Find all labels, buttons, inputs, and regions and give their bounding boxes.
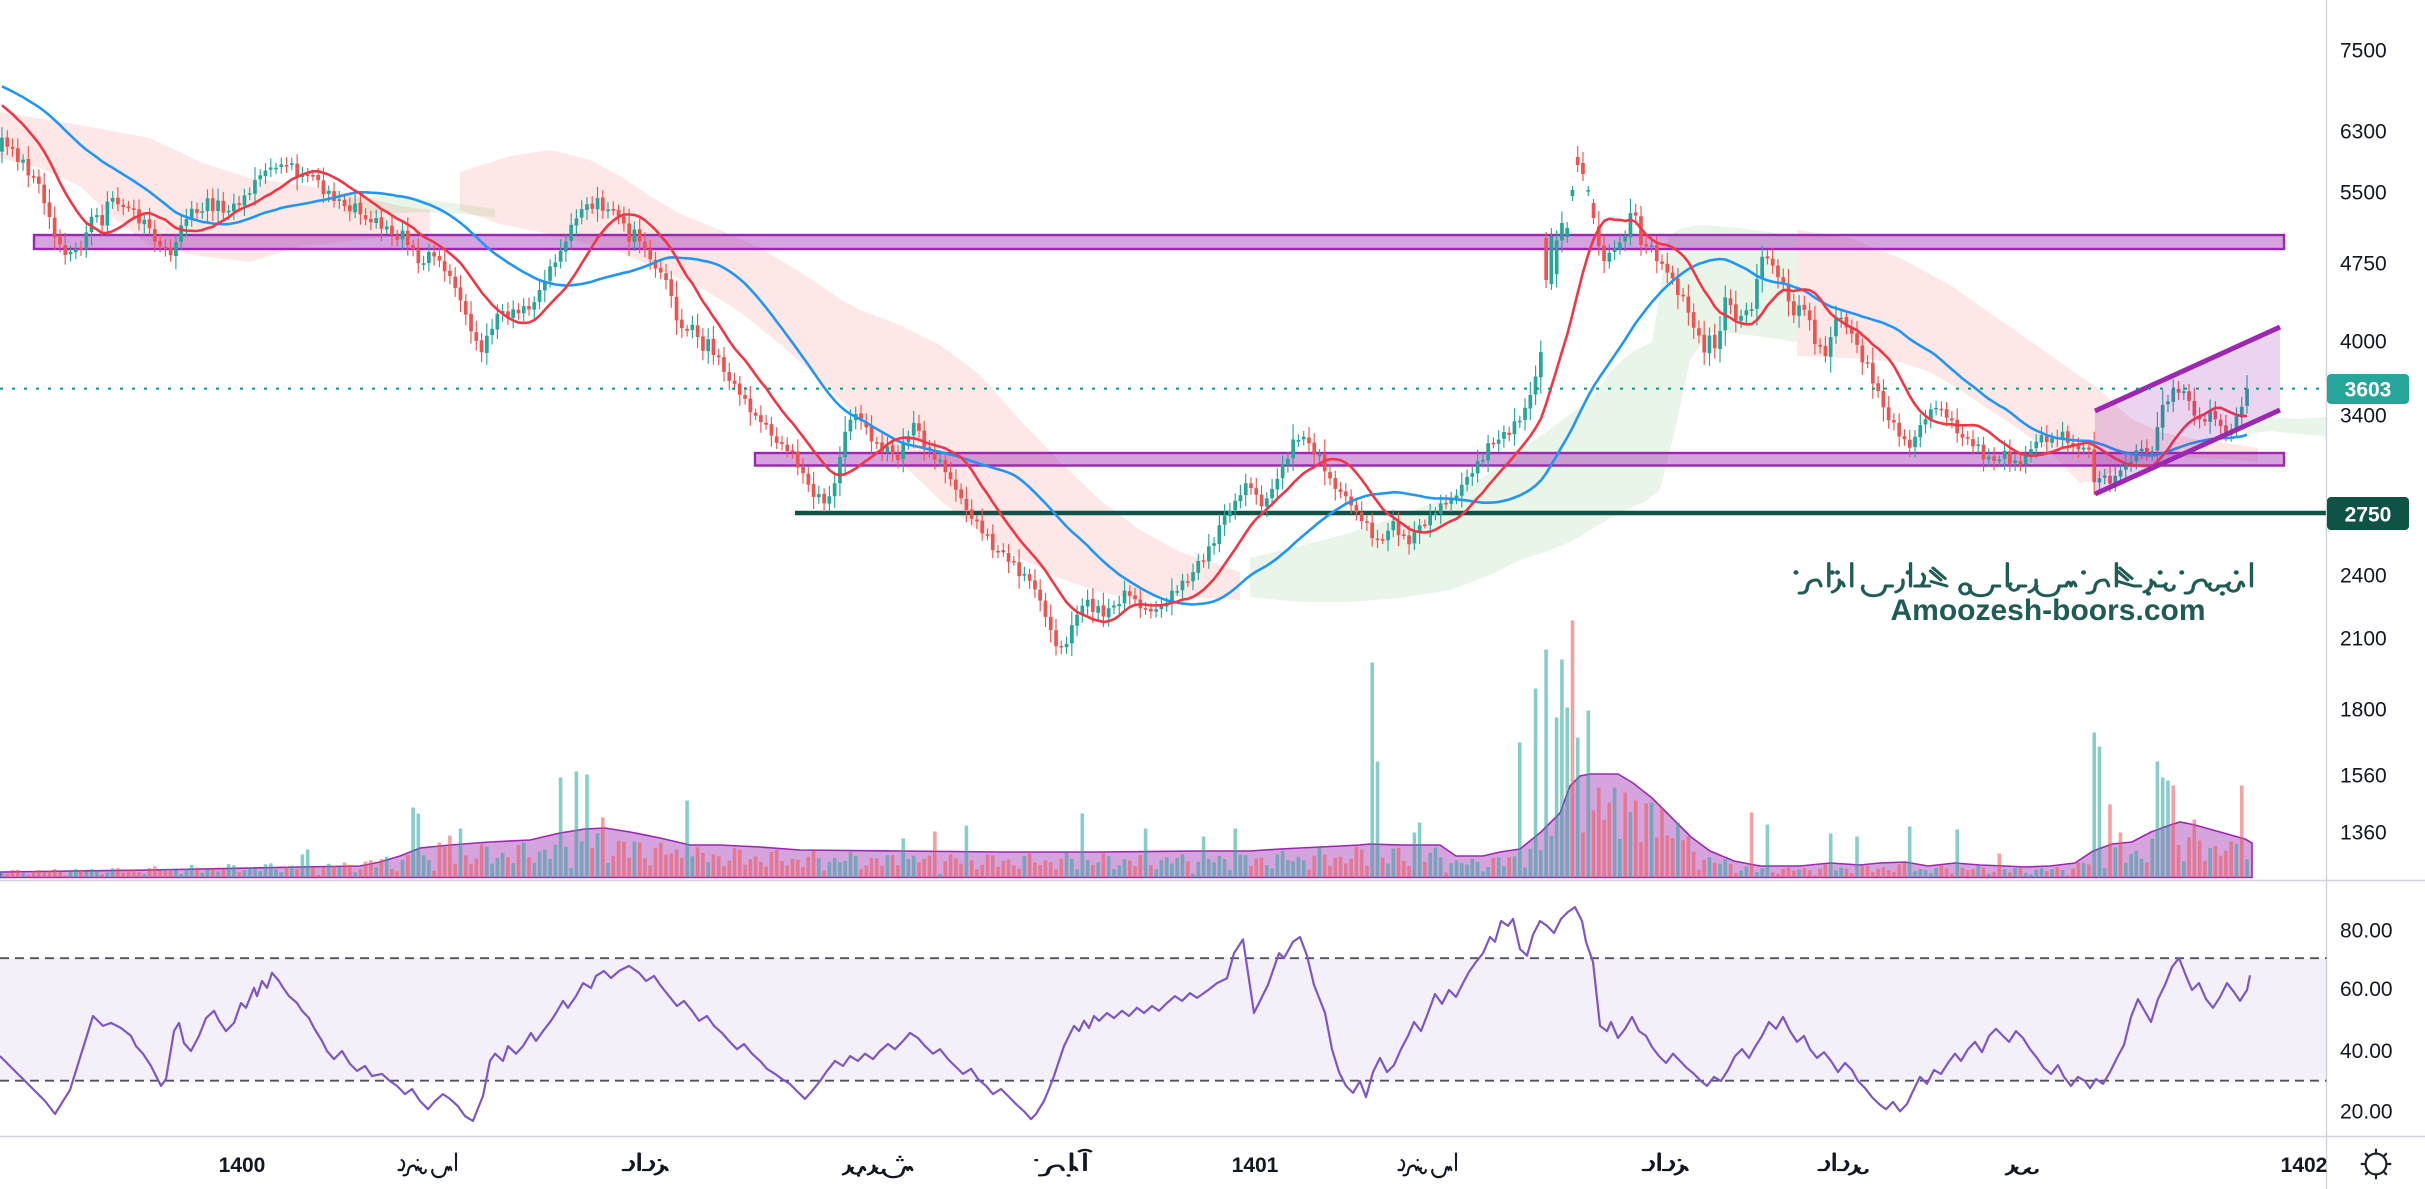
svg-text:1402: 1402	[2281, 1154, 2328, 1177]
svg-text:Amoozesh-boors.com: Amoozesh-boors.com	[1890, 594, 2205, 627]
svg-text:3603: 3603	[2345, 379, 2392, 402]
svg-text:80.00: 80.00	[2340, 920, 2393, 943]
svg-text:40.00: 40.00	[2340, 1040, 2393, 1063]
svg-text:1400: 1400	[219, 1154, 266, 1177]
svg-text:5500: 5500	[2340, 182, 2387, 205]
svg-text:4750: 4750	[2340, 253, 2387, 276]
svg-text:1360: 1360	[2340, 822, 2387, 845]
svg-text:7500: 7500	[2340, 40, 2387, 63]
svg-text:2400: 2400	[2340, 565, 2387, 588]
svg-text:1800: 1800	[2340, 699, 2387, 722]
svg-text:60.00: 60.00	[2340, 978, 2393, 1001]
svg-text:1560: 1560	[2340, 765, 2387, 788]
svg-text:1401: 1401	[1232, 1154, 1279, 1177]
svg-text:3400: 3400	[2340, 405, 2387, 428]
svg-text:6300: 6300	[2340, 121, 2387, 144]
svg-text:2100: 2100	[2340, 628, 2387, 651]
svg-text:20.00: 20.00	[2340, 1101, 2393, 1124]
svg-text:2750: 2750	[2345, 504, 2392, 527]
svg-text:4000: 4000	[2340, 331, 2387, 354]
